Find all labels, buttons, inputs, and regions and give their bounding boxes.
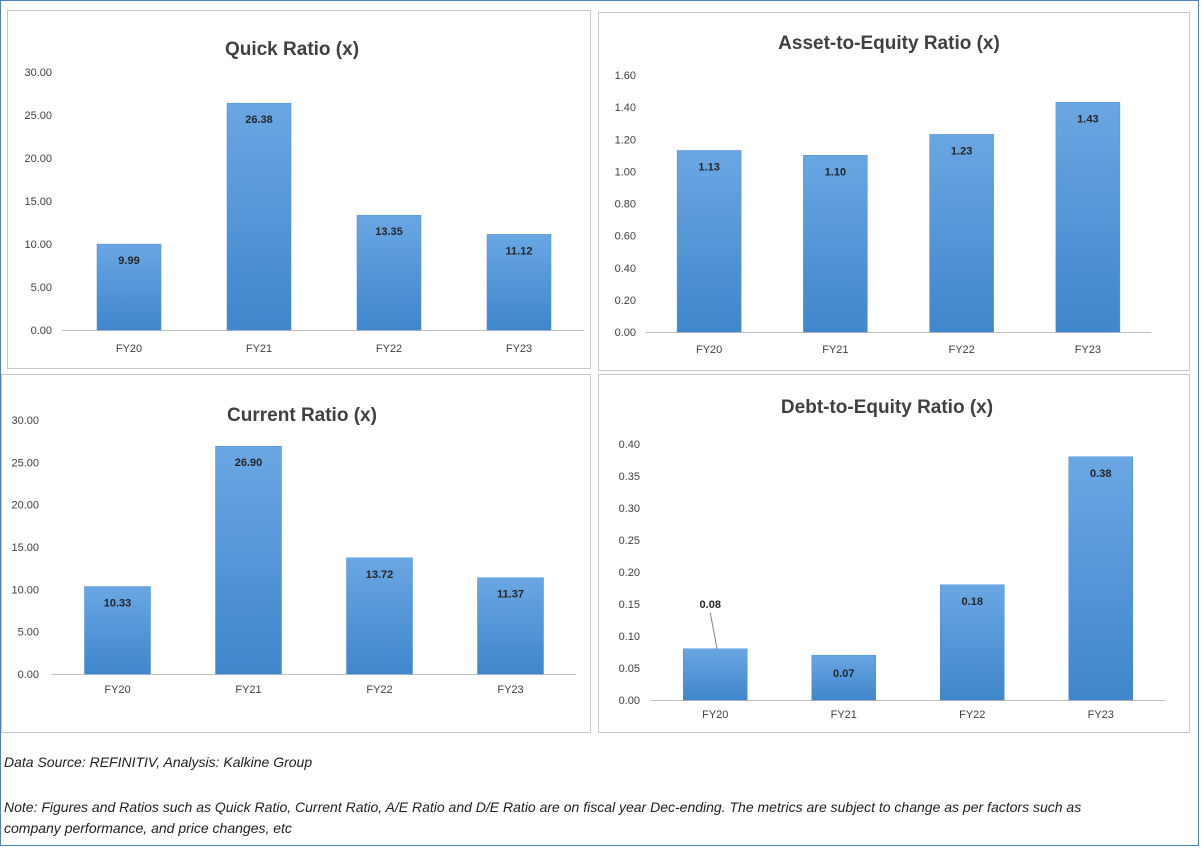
bar: [96, 243, 162, 331]
y-tick-label: 10.00: [11, 584, 39, 596]
x-tick-label: FY22: [959, 709, 985, 721]
y-tick-label: 0.00: [18, 669, 39, 681]
y-tick-label: 1.60: [615, 70, 636, 82]
chart-title: Current Ratio (x): [227, 405, 377, 426]
y-tick-label: 0.00: [31, 325, 52, 337]
y-tick-label: 10.00: [24, 239, 52, 251]
y-tick-label: 20.00: [11, 500, 39, 512]
chart-title: Asset-to-Equity Ratio (x): [778, 33, 1000, 54]
disclaimer-line-2: company performance, and price changes, …: [4, 820, 292, 836]
y-tick-label: 15.00: [24, 196, 52, 208]
y-tick-label: 1.20: [615, 134, 636, 146]
bar: [84, 586, 151, 675]
data-source-note: Data Source: REFINITIV, Analysis: Kalkin…: [4, 754, 313, 770]
x-tick-label: FY22: [948, 344, 974, 356]
y-tick-label: 5.00: [31, 282, 52, 294]
quick-ratio-chart: Quick Ratio (x) 0.00 5.00 10.00 15.00 20.00 2…: [7, 10, 591, 369]
bar: [1055, 102, 1121, 333]
bar: [803, 155, 868, 333]
data-label: 13.35: [375, 226, 403, 238]
x-tick-label: FY21: [235, 684, 261, 696]
chart-title: Quick Ratio (x): [225, 39, 359, 60]
debt-to-equity-chart: Debt-to-Equity Ratio (x) 0.00 0.05 0.10 0.1…: [598, 374, 1190, 733]
disclaimer-line-1: Note: Figures and Ratios such as Quick R…: [4, 799, 1082, 815]
y-tick-label: 0.00: [619, 695, 640, 707]
data-label: 26.90: [235, 457, 263, 469]
quick-ratio-plot: Quick Ratio (x) 0.00 5.00 10.00 15.00 20.00 2…: [24, 39, 584, 355]
current-ratio-chart: Current Ratio (x) 0.00 5.00 10.00 15.00 20.0…: [1, 374, 591, 733]
x-tick-label: FY21: [822, 344, 848, 356]
bar: [676, 150, 742, 333]
bar: [486, 234, 552, 331]
y-tick-label: 0.25: [619, 535, 640, 547]
x-tick-label: FY23: [1088, 709, 1114, 721]
x-tick-label: FY20: [116, 343, 142, 355]
data-label: 13.72: [366, 569, 394, 581]
y-tick-label: 15.00: [11, 542, 39, 554]
y-tick-label: 0.05: [619, 663, 640, 675]
y-tick-label: 0.40: [619, 439, 640, 451]
x-tick-label: FY23: [497, 684, 523, 696]
y-tick-label: 25.00: [24, 110, 52, 122]
bar: [215, 445, 282, 675]
bar: [477, 577, 544, 675]
asset-to-equity-plot: Asset-to-Equity Ratio (x) 0.00 0.20 0.40 0.…: [615, 33, 1151, 356]
bar: [356, 214, 422, 331]
y-tick-label: 1.00: [615, 166, 636, 178]
data-label: 11.12: [506, 245, 533, 257]
data-label: 0.18: [962, 596, 983, 608]
x-tick-label: FY23: [1075, 344, 1101, 356]
y-tick-label: 5.00: [18, 627, 39, 639]
y-tick-label: 0.20: [615, 295, 636, 307]
data-label: 9.99: [118, 255, 139, 267]
x-tick-label: FY21: [831, 709, 857, 721]
y-tick-label: 0.30: [619, 503, 640, 515]
x-tick-label: FY20: [696, 344, 722, 356]
data-label: 1.43: [1077, 113, 1098, 125]
data-label: 0.07: [833, 668, 854, 680]
data-label: 10.33: [104, 598, 132, 610]
y-tick-label: 0.00: [615, 327, 636, 339]
y-tick-label: 30.00: [24, 67, 52, 79]
data-label: 26.38: [245, 114, 273, 126]
y-tick-label: 25.00: [11, 457, 39, 469]
bar: [929, 134, 994, 333]
y-tick-label: 1.40: [615, 102, 636, 114]
data-label: 1.13: [698, 161, 719, 173]
y-tick-label: 0.35: [619, 471, 640, 483]
x-tick-label: FY22: [376, 343, 402, 355]
bar: [226, 102, 292, 331]
y-tick-label: 20.00: [24, 153, 52, 165]
bar: [346, 557, 413, 675]
label-leader-line: [709, 612, 718, 650]
y-tick-label: 0.20: [619, 567, 640, 579]
data-label: 0.38: [1090, 468, 1111, 480]
y-tick-label: 0.60: [615, 231, 636, 243]
y-tick-label: 0.80: [615, 199, 636, 211]
bar: [940, 584, 1005, 701]
bar: [683, 648, 748, 701]
x-tick-label: FY21: [246, 343, 272, 355]
current-ratio-plot: Current Ratio (x) 0.00 5.00 10.00 15.00 20.0…: [11, 405, 576, 696]
x-tick-label: FY20: [104, 684, 130, 696]
x-tick-label: FY20: [702, 709, 728, 721]
chart-title: Debt-to-Equity Ratio (x): [781, 397, 993, 418]
y-tick-label: 0.40: [615, 263, 636, 275]
y-tick-label: 30.00: [11, 415, 39, 427]
data-label: 0.08: [700, 599, 721, 611]
y-tick-label: 0.10: [619, 631, 640, 643]
data-label: 11.37: [497, 589, 524, 601]
x-tick-label: FY23: [506, 343, 532, 355]
y-tick-label: 0.15: [619, 599, 640, 611]
asset-to-equity-chart: Asset-to-Equity Ratio (x) 0.00 0.20 0.40 0.…: [598, 12, 1190, 371]
x-tick-label: FY22: [366, 684, 392, 696]
data-label: 1.23: [951, 145, 972, 157]
debt-to-equity-plot: Debt-to-Equity Ratio (x) 0.00 0.05 0.10 0.1…: [619, 397, 1165, 721]
bar: [1068, 456, 1133, 701]
data-label: 1.10: [825, 166, 846, 178]
bar: [811, 654, 876, 701]
